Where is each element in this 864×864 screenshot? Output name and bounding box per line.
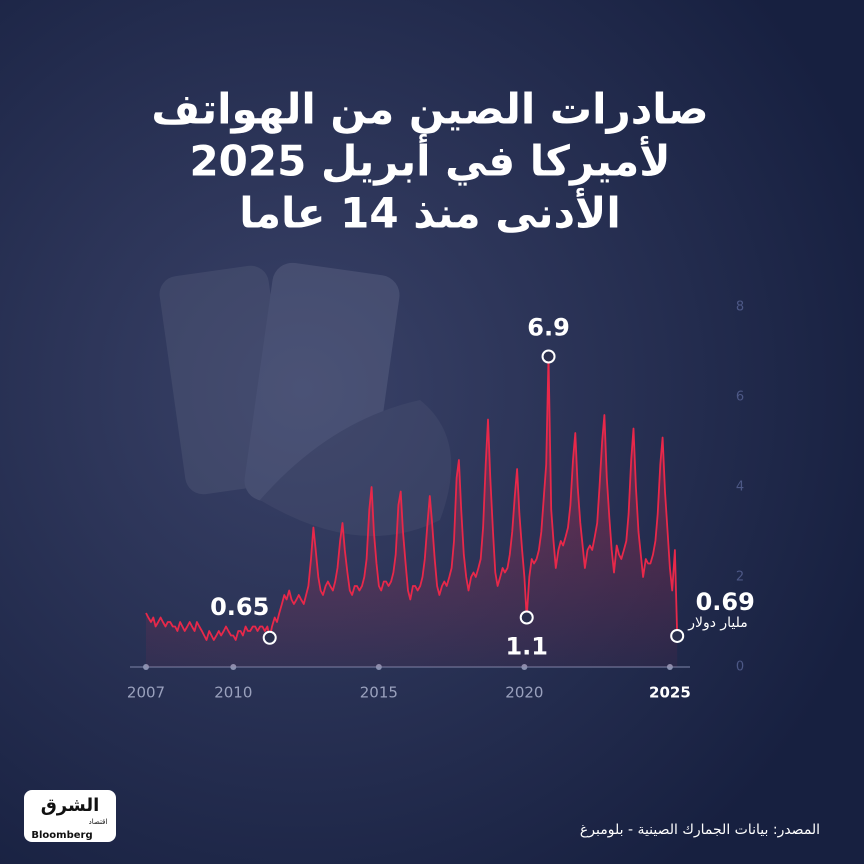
logo-box: [24, 790, 116, 842]
x-tick-label: 2010: [214, 684, 252, 702]
annotation-label: 0.65: [210, 593, 269, 621]
x-tick-label: 2020: [505, 684, 543, 702]
logo-sub: اقتصاد: [89, 818, 108, 826]
title-line: الأدنى منذ 14 عاما: [239, 188, 620, 238]
logo-brand: Bloomberg: [31, 830, 92, 841]
logo-name: الشرق: [41, 795, 100, 816]
y-tick-label: 2: [736, 570, 744, 585]
unit-label: مليار دولار: [687, 615, 748, 631]
y-tick-label: 6: [736, 390, 744, 405]
annotation-point: [541, 349, 556, 364]
source: المصدر: بيانات الجمارك الصينية - بلومبرغ: [580, 822, 820, 838]
annotation-point: [519, 610, 534, 625]
annotation-label: 1.1: [505, 633, 548, 661]
y-tick-label: 0: [736, 660, 744, 675]
x-tick-label: 2015: [360, 684, 398, 702]
annotation-label: 6.9: [527, 314, 570, 342]
title-line: لأميركا في أبريل 2025: [189, 134, 670, 187]
annotation-point: [262, 630, 277, 645]
y-tick-label: 4: [736, 480, 744, 495]
logo: الشرق اقتصاد Bloomberg: [24, 790, 116, 842]
title-line: صادرات الصين من الهواتف: [151, 85, 708, 135]
x-tick-label: 2025: [649, 684, 691, 702]
title: صادرات الصين من الهواتف لأميركا في أبريل…: [151, 85, 708, 238]
area: [146, 356, 678, 667]
annotation-label: 0.69: [696, 588, 755, 616]
x-tick-label: 2007: [127, 684, 165, 702]
y-tick-label: 8: [736, 300, 744, 315]
line: [145, 355, 679, 641]
phone-photo: [159, 262, 452, 536]
annotation-point: [670, 628, 685, 643]
